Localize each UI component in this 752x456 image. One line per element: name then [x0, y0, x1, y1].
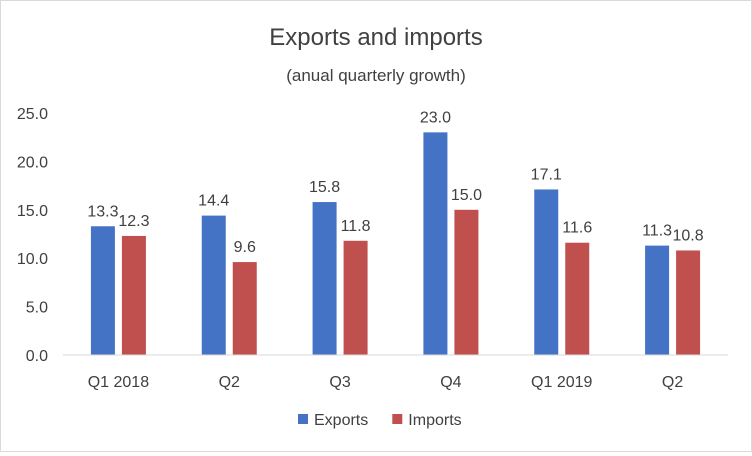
data-label-imports: 11.8: [341, 218, 371, 235]
data-label-imports: 15.0: [451, 187, 482, 204]
data-label-exports: 11.3: [642, 223, 672, 240]
bar-exports: [423, 132, 448, 355]
legend: Exports Imports: [298, 412, 462, 429]
chart-title: Exports and imports: [269, 24, 482, 51]
bar-imports: [565, 242, 590, 355]
bar-imports: [676, 250, 701, 355]
y-tick-label: 15.0: [17, 203, 48, 220]
y-tick-label: 5.0: [26, 300, 48, 317]
y-axis: 0.0 5.0 10.0 15.0 20.0 25.0: [17, 106, 48, 365]
bar-exports: [90, 226, 115, 355]
data-label-exports: 15.8: [309, 179, 340, 196]
data-label-exports: 17.1: [531, 166, 562, 183]
legend-label: Imports: [408, 412, 461, 429]
data-label-imports: 12.3: [118, 213, 149, 230]
x-tick-label: Q2: [662, 374, 683, 391]
data-label-exports: 13.3: [87, 203, 118, 220]
y-tick-label: 10.0: [17, 251, 48, 268]
x-tick-label: Q1 2018: [88, 374, 149, 391]
legend-item-exports: Exports: [298, 412, 368, 429]
x-tick-label: Q2: [219, 374, 240, 391]
x-tick-label: Q3: [329, 374, 350, 391]
x-tick-label: Q4: [440, 374, 461, 391]
bar-imports: [343, 240, 368, 355]
bar-imports: [454, 209, 479, 355]
bar-imports: [232, 262, 257, 355]
y-tick-label: 0.0: [26, 348, 48, 365]
y-tick-label: 20.0: [17, 154, 48, 171]
bar-exports: [645, 245, 670, 355]
legend-swatch: [298, 414, 308, 424]
data-label-imports: 11.6: [562, 220, 592, 237]
data-label-imports: 10.8: [673, 227, 704, 244]
x-tick-label: Q1 2019: [531, 374, 592, 391]
data-label-exports: 23.0: [420, 109, 451, 126]
y-tick-label: 25.0: [17, 106, 48, 123]
bar-exports: [312, 202, 337, 355]
data-label-imports: 9.6: [234, 239, 256, 256]
x-axis: Q1 2018 Q2 Q3 Q4 Q1 2019 Q2: [63, 354, 728, 391]
bars: 13.312.3 14.4 9.6 15.8 11.8 23.0 15.0 17.1 11.6 1…: [87, 109, 704, 355]
bar-imports: [121, 235, 146, 355]
legend-item-imports: Imports: [392, 412, 462, 429]
bar-exports: [534, 189, 559, 355]
legend-label: Exports: [314, 412, 368, 429]
bar-exports: [201, 215, 226, 355]
legend-swatch: [392, 414, 403, 424]
data-label-exports: 14.4: [198, 193, 229, 210]
chart-subtitle: (anual quarterly growth): [286, 66, 466, 85]
